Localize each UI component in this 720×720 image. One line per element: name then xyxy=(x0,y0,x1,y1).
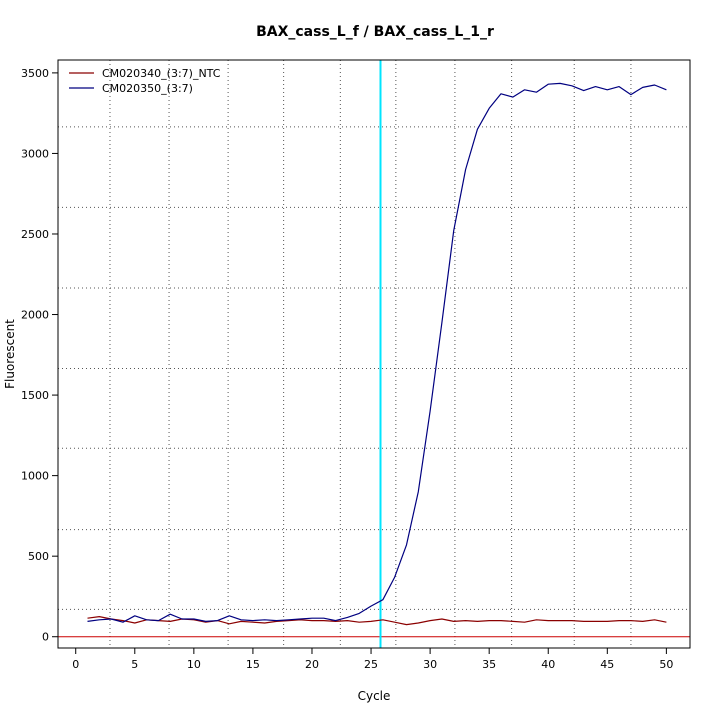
y-tick-label: 3000 xyxy=(21,147,49,160)
legend: CM020340_(3:7)_NTC CM020350_(3:7) xyxy=(69,67,221,95)
legend-label-1: CM020340_(3:7)_NTC xyxy=(102,67,221,80)
y-tick-label: 2500 xyxy=(21,228,49,241)
legend-label-2: CM020350_(3:7) xyxy=(102,82,193,95)
series-line-1 xyxy=(87,615,667,626)
series-lines xyxy=(87,82,667,626)
y-tick-label: 1000 xyxy=(21,470,49,483)
x-axis-label: Cycle xyxy=(358,689,391,703)
x-tick-label: 5 xyxy=(131,658,138,671)
x-tick-label: 20 xyxy=(305,658,319,671)
x-tick-label: 40 xyxy=(541,658,555,671)
y-axis-label: Fluorescent xyxy=(3,319,17,389)
grid xyxy=(58,60,690,648)
x-tick-label: 25 xyxy=(364,658,378,671)
x-tick-label: 10 xyxy=(187,658,201,671)
x-tick-label: 35 xyxy=(482,658,496,671)
y-axis: 0 500 1000 1500 2000 2500 3000 3500 xyxy=(21,67,58,644)
series-line-2 xyxy=(87,82,667,623)
x-tick-label: 0 xyxy=(72,658,79,671)
y-tick-label: 3500 xyxy=(21,67,49,80)
x-tick-label: 45 xyxy=(600,658,614,671)
chart-title: BAX_cass_L_f / BAX_cass_L_1_r xyxy=(256,24,494,40)
y-tick-label: 500 xyxy=(28,550,49,563)
y-tick-label: 0 xyxy=(42,631,49,644)
y-tick-label: 2000 xyxy=(21,309,49,322)
x-tick-label: 15 xyxy=(246,658,260,671)
x-tick-label: 30 xyxy=(423,658,437,671)
x-tick-label: 50 xyxy=(659,658,673,671)
y-tick-label: 1500 xyxy=(21,389,49,402)
x-axis: 0 5 10 15 20 25 30 35 40 45 50 xyxy=(72,648,673,671)
reference-lines xyxy=(58,60,690,648)
plot-frame xyxy=(57,59,691,649)
